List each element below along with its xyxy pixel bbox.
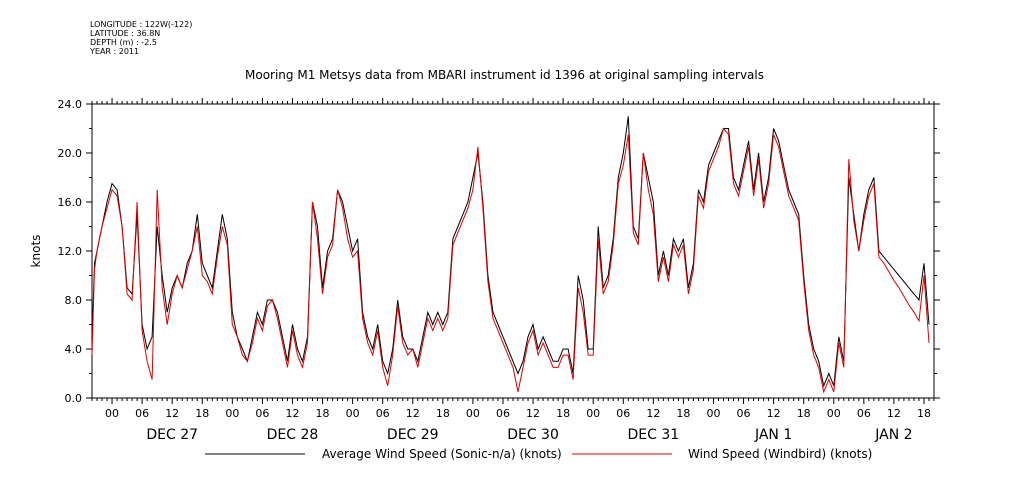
depth-label: DEPTH (m) : -2.5 bbox=[90, 38, 157, 47]
x-day-label: DEC 27 bbox=[146, 427, 198, 443]
chart-title: Mooring M1 Metsys data from MBARI instru… bbox=[245, 68, 764, 82]
x-hour-label: 12 bbox=[526, 407, 540, 420]
y-axis-label: knots bbox=[29, 235, 43, 268]
y-tick-label: 24.0 bbox=[58, 98, 83, 111]
x-hour-label: 12 bbox=[406, 407, 420, 420]
x-day-label: JAN 2 bbox=[874, 427, 912, 443]
x-day-label: DEC 28 bbox=[267, 427, 319, 443]
x-hour-label: 00 bbox=[827, 407, 841, 420]
x-day-label: DEC 30 bbox=[507, 427, 559, 443]
legend-label-average: Average Wind Speed (Sonic-n/a) (knots) bbox=[322, 447, 562, 461]
x-hour-label: 06 bbox=[255, 407, 269, 420]
x-day-label: DEC 29 bbox=[387, 427, 439, 443]
y-tick-label: 4.0 bbox=[65, 343, 83, 356]
series-line-2 bbox=[91, 127, 930, 394]
x-hour-label: 00 bbox=[706, 407, 720, 420]
x-hour-label: 12 bbox=[285, 407, 299, 420]
x-hour-label: 00 bbox=[466, 407, 480, 420]
x-hour-label: 00 bbox=[586, 407, 600, 420]
x-hour-label: 06 bbox=[376, 407, 390, 420]
x-day-label: DEC 31 bbox=[627, 427, 679, 443]
x-hour-label: 18 bbox=[797, 407, 811, 420]
metadata-block: LONGITUDE : 122W(-122) LATITUDE : 36.8N … bbox=[90, 20, 192, 56]
y-tick-label: 0.0 bbox=[65, 392, 83, 405]
y-tick-label: 12.0 bbox=[58, 245, 83, 258]
x-hour-label: 00 bbox=[105, 407, 119, 420]
year-label: YEAR : 2011 bbox=[90, 47, 140, 56]
x-hour-label: 06 bbox=[857, 407, 871, 420]
x-hour-label: 06 bbox=[496, 407, 510, 420]
x-hour-label: 12 bbox=[165, 407, 179, 420]
x-hour-label: 18 bbox=[676, 407, 690, 420]
x-hour-label: 00 bbox=[225, 407, 239, 420]
longitude-label: LONGITUDE : 122W(-122) bbox=[90, 20, 193, 29]
x-hour-label: 06 bbox=[737, 407, 751, 420]
y-tick-label: 16.0 bbox=[58, 196, 83, 209]
x-hour-label: 00 bbox=[346, 407, 360, 420]
x-day-label: JAN 1 bbox=[754, 427, 792, 443]
x-hour-label: 06 bbox=[135, 407, 149, 420]
x-hour-label: 12 bbox=[887, 407, 901, 420]
x-hour-label: 18 bbox=[436, 407, 450, 420]
x-hour-label: 18 bbox=[556, 407, 570, 420]
x-hour-label: 18 bbox=[917, 407, 931, 420]
series-line-1 bbox=[91, 116, 930, 388]
latitude-label: LATITUDE : 36.8N bbox=[90, 29, 161, 38]
legend-label-windbird: Wind Speed (Windbird) (knots) bbox=[688, 447, 872, 461]
x-hour-label: 18 bbox=[195, 407, 209, 420]
x-hour-label: 12 bbox=[646, 407, 660, 420]
x-hour-label: 06 bbox=[616, 407, 630, 420]
y-tick-label: 8.0 bbox=[65, 294, 83, 307]
y-tick-label: 20.0 bbox=[58, 147, 83, 160]
x-hour-label: 12 bbox=[767, 407, 781, 420]
x-hour-label: 18 bbox=[316, 407, 330, 420]
